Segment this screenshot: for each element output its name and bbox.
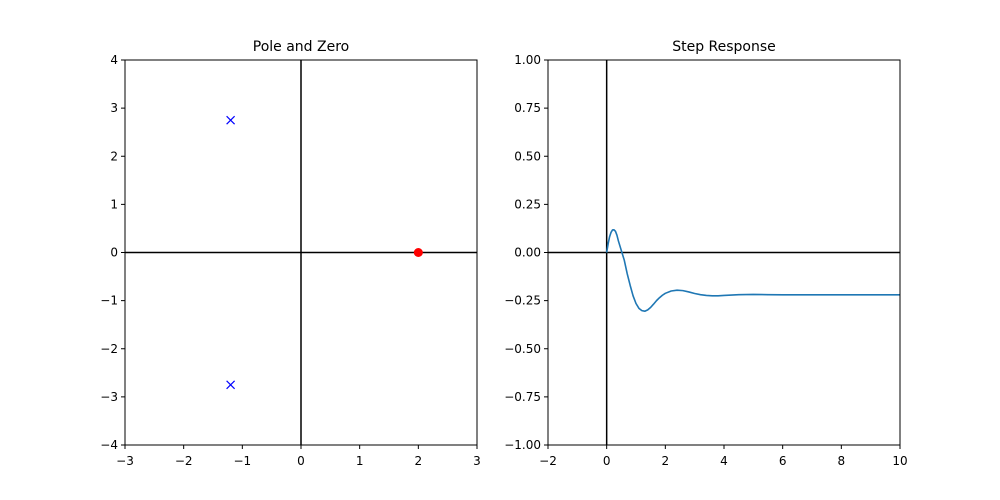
pole-zero-x-tick-label: 2: [415, 454, 423, 468]
step-response-y-tick-label: 0.75: [514, 101, 541, 115]
step-response-x-tick-label: 10: [892, 454, 907, 468]
pole-zero-x-tick-label: −3: [116, 454, 134, 468]
pole-zero-y-tick-label: 2: [110, 149, 118, 163]
step-response-y-tick-label: 1.00: [514, 53, 541, 67]
pole-zero-x-tick-label: 3: [473, 454, 481, 468]
pole-zero-y-tick-label: −1: [100, 294, 118, 308]
step-response-x-tick-label: 4: [720, 454, 728, 468]
step-response-x-tick-label: 6: [779, 454, 787, 468]
step-response-y-tick-label: 0.25: [514, 197, 541, 211]
pole-zero-x-tick-label: −2: [175, 454, 193, 468]
step-response-y-tick-label: −0.75: [504, 390, 541, 404]
pole-zero-title: Pole and Zero: [253, 39, 349, 55]
pole-zero-x-tick-label: 1: [356, 454, 364, 468]
pole-zero-y-tick-label: 3: [110, 101, 118, 115]
step-response-y-tick-label: −1.00: [504, 438, 541, 452]
step-response-line: [605, 228, 900, 313]
pole-zero-y-tick-label: 1: [110, 197, 118, 211]
step-response-panel: Step Response −2 0 2 4 6 8 10 −1.00 −0.75 −0.50 −0…: [504, 39, 907, 468]
pole-zero-y-tick-label: 4: [110, 53, 118, 67]
step-response-x-tick-label: −2: [539, 454, 557, 468]
pole-zero-panel: Pole and Zero −3 −2 −1 0 1 2 3 −4 −3 −2 −1 0 1 2 3 4: [100, 39, 481, 468]
step-response-y-tick-label: 0.50: [514, 149, 541, 163]
pole-zero-y-tick-label: −4: [100, 438, 118, 452]
pole-marker: [226, 380, 236, 390]
pole-zero-y-tick-label: 0: [110, 246, 118, 260]
step-response-x-tick-label: 8: [838, 454, 846, 468]
pole-zero-x-tick-label: −1: [233, 454, 251, 468]
step-response-x-tick-label: 2: [662, 454, 670, 468]
step-response-x-tick-label: 0: [603, 454, 611, 468]
step-response-y-tick-label: −0.25: [504, 294, 541, 308]
step-response-title: Step Response: [672, 39, 776, 55]
step-response-y-tick-label: 0.00: [514, 246, 541, 260]
pole-zero-x-tick-label: 0: [297, 454, 305, 468]
pole-marker: [226, 115, 236, 125]
pole-zero-y-tick-label: −2: [100, 342, 118, 356]
zero-marker: [413, 248, 423, 257]
step-response-y-tick-label: −0.50: [504, 342, 541, 356]
pole-zero-y-tick-label: −3: [100, 390, 118, 404]
